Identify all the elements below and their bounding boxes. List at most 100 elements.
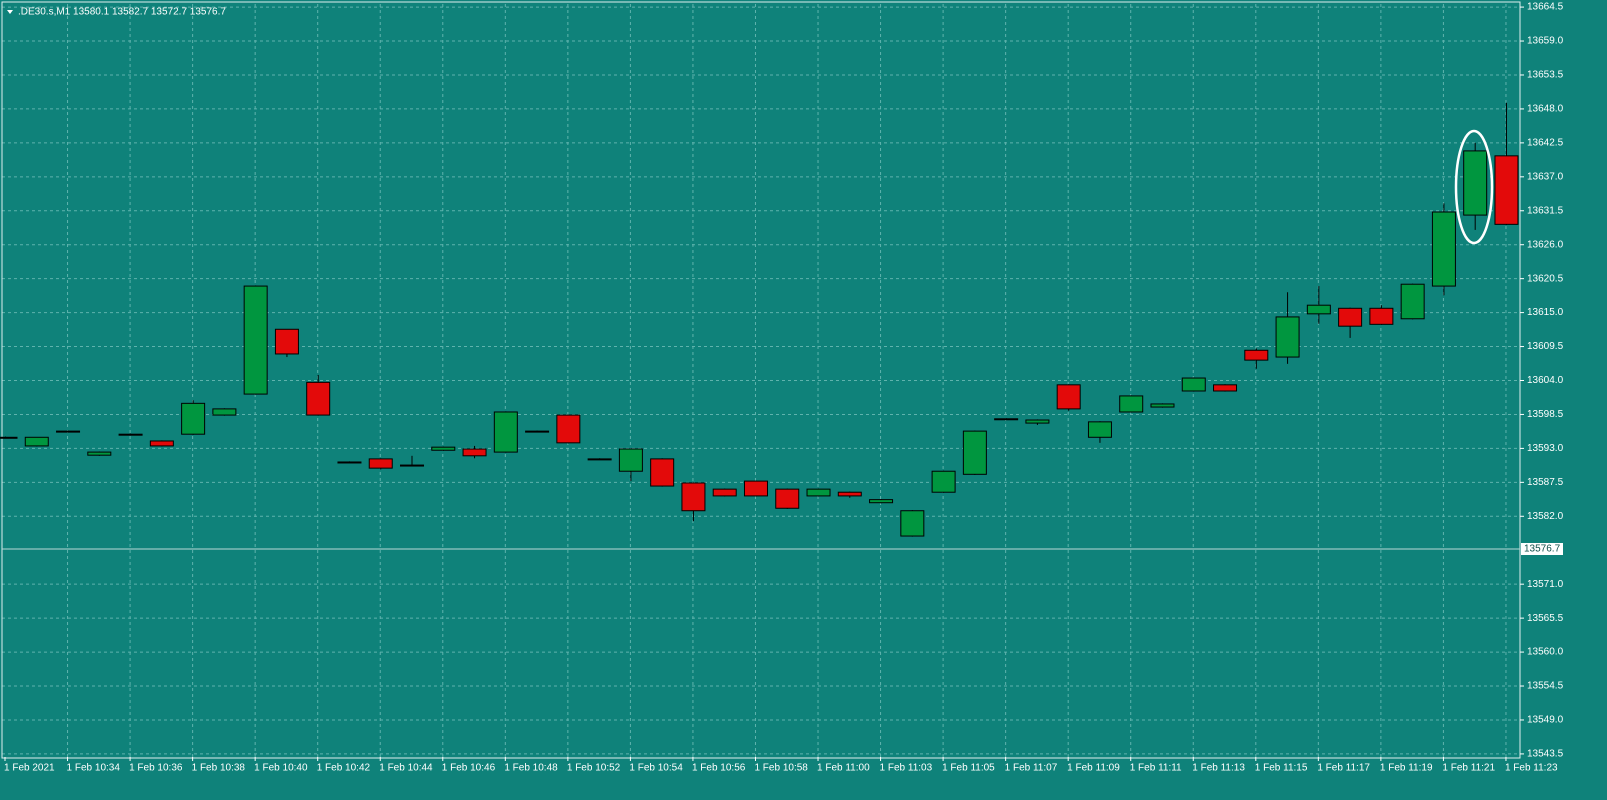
candle-body (962, 430, 987, 475)
candle-body (712, 488, 737, 497)
candle-body (149, 440, 174, 447)
candle-body (587, 458, 612, 461)
candle-body (243, 285, 268, 395)
x-tick-label: 1 Feb 10:38 (192, 763, 246, 774)
x-tick-label: 1 Feb 10:44 (379, 763, 433, 774)
candle-body (462, 448, 487, 457)
x-tick-label: 1 Feb 11:23 (1505, 763, 1558, 774)
y-tick-label: 13653.5 (1527, 70, 1564, 81)
x-tick-label: 1 Feb 10:36 (129, 763, 183, 774)
candle-body (24, 436, 49, 447)
candle-body (743, 480, 768, 497)
y-tick-label: 13620.5 (1527, 273, 1564, 284)
candle-body (650, 458, 675, 487)
candle-body (775, 488, 800, 509)
y-tick-label: 13554.5 (1527, 681, 1564, 692)
candle-body (1400, 283, 1425, 320)
candle-body (181, 402, 206, 435)
candle-body (681, 482, 706, 512)
candle-body (1119, 395, 1144, 413)
x-tick-label: 1 Feb 11:13 (1192, 763, 1245, 774)
x-tick-label: 1 Feb 10:52 (567, 763, 621, 774)
current-price-label: 13576.7 (1524, 544, 1561, 555)
y-tick-label: 13571.0 (1527, 579, 1564, 590)
candle-body (1181, 377, 1206, 392)
y-tick-label: 13659.0 (1527, 36, 1564, 47)
y-tick-label: 13648.0 (1527, 104, 1564, 115)
candle-body (368, 458, 393, 469)
y-tick-label: 13642.5 (1527, 138, 1564, 149)
candle-body (1056, 384, 1081, 410)
candle-body (1369, 307, 1394, 325)
y-tick-label: 13637.0 (1527, 171, 1564, 182)
x-tick-label: 1 Feb 11:03 (880, 763, 933, 774)
candle-body (556, 414, 581, 444)
candle-body (1275, 316, 1300, 358)
candle-body (837, 491, 862, 497)
y-tick-label: 13543.5 (1527, 749, 1564, 760)
x-tick-label: 1 Feb 10:40 (254, 763, 308, 774)
candle-body (337, 461, 362, 464)
candle-body (900, 510, 925, 537)
y-tick-label: 13565.5 (1527, 613, 1564, 624)
x-tick-label: 1 Feb 10:34 (67, 763, 121, 774)
x-tick-label: 1 Feb 11:05 (942, 763, 995, 774)
candle-body (87, 451, 112, 456)
y-tick-label: 13549.0 (1527, 715, 1564, 726)
y-tick-label: 13604.0 (1527, 375, 1564, 386)
y-tick-label: 13582.0 (1527, 511, 1564, 522)
y-tick-label: 13587.5 (1527, 477, 1564, 488)
candle-body (1150, 403, 1175, 408)
candle-body (1087, 421, 1112, 438)
x-tick-label: 1 Feb 11:17 (1317, 763, 1370, 774)
x-tick-label: 1 Feb 2021 (4, 763, 55, 774)
candle-body (400, 464, 425, 467)
candles (0, 102, 1519, 537)
candle-body (212, 408, 237, 416)
menu-arrow[interactable] (7, 10, 13, 14)
candle-body (1338, 307, 1363, 327)
candle-body (931, 470, 956, 493)
x-tick-label: 1 Feb 11:21 (1442, 763, 1495, 774)
candle-body (0, 436, 18, 439)
x-tick-label: 1 Feb 10:42 (317, 763, 371, 774)
y-tick-label: 13609.5 (1527, 341, 1564, 352)
x-tick-label: 1 Feb 11:00 (817, 763, 870, 774)
x-tick-label: 1 Feb 11:19 (1380, 763, 1433, 774)
y-tick-label: 13593.0 (1527, 443, 1564, 454)
candle-body (118, 433, 143, 436)
x-tick-label: 1 Feb 11:09 (1067, 763, 1120, 774)
candle-body (994, 418, 1019, 421)
x-tick-label: 1 Feb 10:48 (504, 763, 558, 774)
candle-body (1463, 150, 1488, 216)
candle-body (1306, 304, 1331, 315)
candle-body (274, 328, 299, 355)
y-tick-label: 13598.5 (1527, 409, 1564, 420)
y-tick-label: 13631.5 (1527, 205, 1564, 216)
y-tick-label: 13615.0 (1527, 307, 1564, 318)
candle-body (1025, 419, 1050, 424)
x-tick-label: 1 Feb 11:11 (1130, 763, 1182, 774)
current-price-box (1521, 542, 1563, 555)
annotation-circle (1454, 129, 1494, 245)
x-tick-label: 1 Feb 10:58 (754, 763, 808, 774)
x-tick-label: 1 Feb 11:07 (1005, 763, 1058, 774)
y-tick-label: 13560.0 (1527, 647, 1564, 658)
candle-body (618, 448, 643, 472)
x-tick-label: 1 Feb 10:56 (692, 763, 746, 774)
candle-body (1244, 349, 1269, 361)
candle-body (869, 499, 894, 504)
candle-body (806, 488, 831, 497)
candle-body (431, 446, 456, 451)
x-tick-label: 1 Feb 10:54 (629, 763, 683, 774)
x-tick-label: 1 Feb 10:46 (442, 763, 496, 774)
candle-body (1431, 211, 1456, 287)
candle-body (56, 430, 81, 433)
chart-header: .DE30.s,M1 13580.1 13582.7 13572.7 13576… (18, 7, 226, 18)
candle-body (306, 381, 331, 416)
candle-body (525, 430, 550, 433)
y-tick-label: 13664.5 (1527, 2, 1564, 13)
